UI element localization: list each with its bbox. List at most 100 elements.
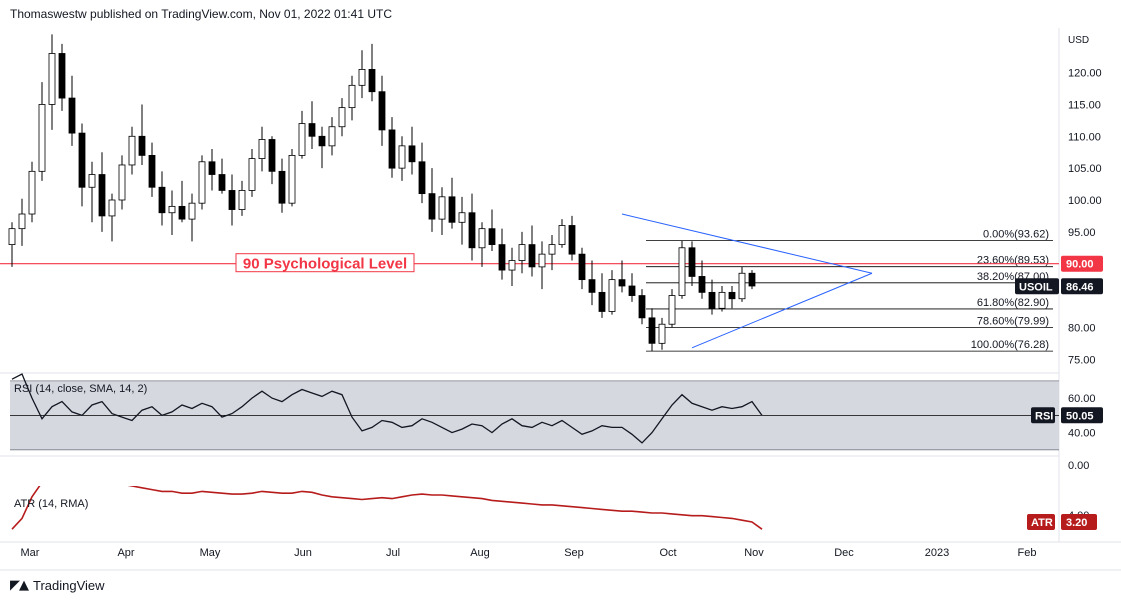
price-tick-label: 80.00 (1068, 322, 1096, 334)
candle-body[interactable] (368, 69, 376, 93)
candle-body[interactable] (78, 132, 86, 188)
candle-body[interactable] (58, 53, 66, 99)
candle-body[interactable] (98, 174, 106, 217)
candle-body[interactable] (238, 190, 246, 210)
candle-body[interactable] (568, 225, 576, 255)
triangle-lower-line[interactable] (691, 272, 873, 349)
candle-body[interactable] (88, 174, 96, 188)
candle-body[interactable] (718, 291, 726, 309)
candle-body[interactable] (318, 135, 326, 147)
candle-body[interactable] (478, 228, 486, 249)
candle-body[interactable] (8, 228, 16, 245)
candle-body[interactable] (528, 244, 536, 268)
triangle-upper-line[interactable] (621, 213, 873, 274)
candle-body[interactable] (428, 193, 436, 220)
price-axis[interactable]: 120.00 115.00 110.00 105.00 100.00 95.00 80.00… (1068, 68, 1102, 367)
candle-body[interactable] (188, 202, 196, 220)
candle-body[interactable] (268, 139, 276, 172)
candle-body[interactable] (298, 123, 306, 156)
candle-body[interactable] (468, 212, 476, 249)
price-tick-label: 120.00 (1068, 68, 1102, 80)
time-tick-label: Aug (470, 547, 490, 559)
candle-body[interactable] (578, 253, 586, 281)
candle-body[interactable] (748, 272, 756, 287)
candle-body[interactable] (348, 84, 356, 109)
time-axis[interactable]: Mar Apr May Jun Jul Aug Sep Oct Nov Dec 2023 Feb (21, 547, 1037, 559)
rsi-pane[interactable]: 60.00 40.00 RSI 50.05 (10, 373, 1103, 451)
candle-body[interactable] (68, 97, 76, 134)
candle-body[interactable] (328, 126, 336, 147)
candle-body[interactable] (598, 291, 606, 312)
candle-body[interactable] (408, 145, 416, 163)
candle-body[interactable] (278, 170, 286, 204)
candle-body[interactable] (218, 174, 226, 191)
candle-body[interactable] (18, 213, 26, 230)
candle-body[interactable] (548, 244, 556, 255)
candle-body[interactable] (198, 161, 206, 204)
candle-body[interactable] (178, 205, 186, 220)
candle-body[interactable] (158, 186, 166, 214)
candle-body[interactable] (308, 123, 316, 137)
candle-body[interactable] (288, 155, 296, 204)
candle-body[interactable] (668, 295, 676, 325)
fibonacci-retracement[interactable]: 0.00%(93.62)23.60%(89.53)38.20%(87.00)61… (646, 229, 1053, 352)
candle-body[interactable] (378, 91, 386, 131)
candle-body[interactable] (48, 53, 56, 105)
price-scale-labels: 90.00 86.46 USOIL (1015, 255, 1103, 295)
time-tick-label: Dec (834, 547, 854, 559)
candle-body[interactable] (448, 196, 456, 223)
candle-body[interactable] (28, 170, 36, 215)
rsi-line[interactable] (11, 373, 763, 444)
candle-body[interactable] (148, 155, 156, 188)
candle-body[interactable] (438, 196, 446, 220)
candle-body[interactable] (458, 212, 466, 223)
candle-body[interactable] (118, 164, 126, 201)
candle-body[interactable] (588, 279, 596, 293)
candle-body[interactable] (388, 129, 396, 169)
atr-title: ATR (14, RMA) (14, 498, 88, 510)
candle-body[interactable] (168, 205, 176, 214)
candle-body[interactable] (658, 323, 666, 344)
candle-body[interactable] (498, 244, 506, 271)
atr-value-box (1061, 514, 1097, 530)
candle-body[interactable] (628, 285, 636, 296)
candle-body[interactable] (738, 272, 746, 300)
candle-body[interactable] (708, 291, 716, 309)
fib-level-label: 0.00%(93.62) (983, 229, 1049, 241)
candle-body[interactable] (698, 276, 706, 293)
candle-body[interactable] (358, 69, 366, 86)
candle-body[interactable] (618, 279, 626, 287)
candle-body[interactable] (248, 158, 256, 191)
candle-body[interactable] (488, 228, 496, 245)
candle-body[interactable] (558, 225, 566, 245)
candle-body[interactable] (338, 107, 346, 128)
triangle-pattern[interactable] (621, 213, 873, 349)
candle-body[interactable] (138, 135, 146, 156)
candle-body[interactable] (538, 253, 546, 268)
candle-body[interactable] (38, 104, 46, 172)
candle-body[interactable] (648, 317, 656, 344)
candle-body[interactable] (518, 244, 526, 261)
candle-body[interactable] (728, 291, 736, 300)
psych-label-text: 90 Psychological Level (243, 256, 407, 273)
candle-body[interactable] (208, 161, 216, 175)
time-tick-label: Apr (117, 547, 134, 559)
atr-line[interactable] (11, 470, 763, 530)
price-label-box (1061, 278, 1103, 295)
candle-body[interactable] (398, 145, 406, 169)
candlestick-series[interactable] (8, 34, 756, 351)
candle-body[interactable] (638, 295, 646, 319)
candle-body[interactable] (608, 279, 616, 312)
candle-body[interactable] (228, 190, 236, 210)
tradingview-logo[interactable]: ◤▲ TradingView (10, 578, 105, 593)
candle-body[interactable] (678, 247, 686, 296)
candle-body[interactable] (508, 260, 516, 271)
candle-body[interactable] (258, 139, 266, 159)
time-tick-label: Jul (386, 547, 400, 559)
candle-body[interactable] (108, 199, 116, 217)
candle-body[interactable] (128, 135, 136, 166)
candle-body[interactable] (418, 161, 426, 195)
candle-body[interactable] (688, 247, 696, 277)
